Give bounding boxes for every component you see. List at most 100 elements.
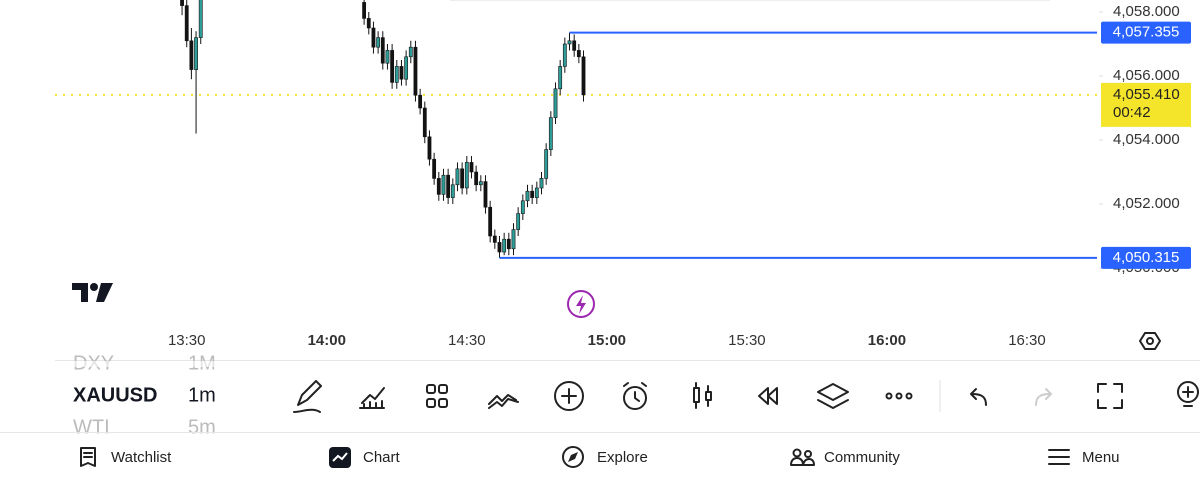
candle-body xyxy=(488,206,493,237)
candle-body xyxy=(380,37,385,64)
candle-body xyxy=(567,40,572,45)
alerts[interactable] xyxy=(623,382,647,410)
interval: 1m xyxy=(188,384,216,406)
chart-icon-line xyxy=(332,452,348,462)
candle-body xyxy=(506,238,511,250)
candle-body xyxy=(198,0,203,38)
candle-body xyxy=(194,37,198,70)
candle-body xyxy=(478,181,483,186)
nav-item[interactable]: Watchlist xyxy=(111,449,172,466)
x-tick-label: 15:30 xyxy=(728,332,766,349)
candle-body xyxy=(450,184,455,198)
candle-body xyxy=(422,107,427,138)
candle-body xyxy=(558,66,563,90)
nav-icons xyxy=(80,446,1070,468)
candle-body xyxy=(502,238,507,253)
candle-body xyxy=(511,229,516,250)
nav-item[interactable]: Menu xyxy=(1082,449,1120,466)
y-tick-label: 4,056.000 xyxy=(1113,67,1180,84)
replay[interactable] xyxy=(758,387,778,405)
level-label: 4,057.355 xyxy=(1113,24,1180,41)
add[interactable] xyxy=(554,381,584,411)
candle-body xyxy=(418,94,423,109)
replay-bolt[interactable] xyxy=(567,290,595,318)
candle-body xyxy=(534,187,539,198)
toolbar xyxy=(293,380,1199,413)
symbol-list[interactable]: DXY1MXAUUSD1mWTI5m xyxy=(55,352,235,438)
level-label-bg xyxy=(1101,21,1191,44)
settings-button[interactable] xyxy=(1139,332,1161,350)
logo xyxy=(72,283,113,302)
candle-body xyxy=(516,213,521,230)
symbol: XAUUSD xyxy=(73,384,157,406)
menu-icon xyxy=(1048,449,1070,465)
ideas[interactable] xyxy=(1177,381,1199,407)
symbol: WTI xyxy=(73,416,110,438)
candle-body xyxy=(184,5,189,42)
candle-body xyxy=(404,56,409,80)
chart-type[interactable] xyxy=(693,382,712,409)
candle-body xyxy=(483,181,488,208)
layouts[interactable] xyxy=(426,384,448,408)
candle-body xyxy=(581,56,586,96)
candle-body xyxy=(474,171,479,186)
candle-body xyxy=(399,66,404,80)
fullscreen[interactable] xyxy=(1097,383,1123,409)
y-tick-label: 4,054.000 xyxy=(1113,131,1180,148)
candle-body xyxy=(413,46,418,96)
candle-body xyxy=(362,2,367,19)
layers[interactable] xyxy=(817,383,849,409)
x-tick-label: 13:30 xyxy=(168,332,206,349)
redo[interactable] xyxy=(1035,388,1053,406)
interval: 5m xyxy=(188,416,216,438)
candle-body xyxy=(376,37,381,48)
symbol-row[interactable]: XAUUSD 1m xyxy=(73,384,216,406)
candle-body xyxy=(180,0,184,6)
explore-needle xyxy=(568,452,578,462)
candle-body xyxy=(408,46,413,58)
candle-body xyxy=(525,190,530,202)
plot-area xyxy=(55,0,1097,259)
candle-body xyxy=(441,174,446,195)
candle-body xyxy=(576,50,581,58)
compare[interactable] xyxy=(488,394,519,409)
nav-item[interactable]: Chart xyxy=(363,449,401,466)
candle-body xyxy=(366,18,371,29)
y-tick-label: 4,058.000 xyxy=(1113,3,1180,20)
candle-body xyxy=(497,242,502,253)
candle-body xyxy=(520,200,525,214)
x-tick-label: 14:00 xyxy=(308,332,346,349)
undo[interactable] xyxy=(970,388,987,406)
community-icon xyxy=(790,457,815,466)
candle-body xyxy=(548,117,553,150)
x-tick-label: 14:30 xyxy=(448,332,486,349)
draw-tool[interactable] xyxy=(293,380,322,413)
countdown: 00:42 xyxy=(1113,104,1151,121)
candle-body xyxy=(436,178,441,195)
candle-body xyxy=(189,40,194,70)
candle-body xyxy=(562,43,567,67)
candle-body xyxy=(464,162,469,189)
candle-body xyxy=(553,88,558,118)
candle-body xyxy=(455,168,460,186)
candle-body xyxy=(469,162,474,173)
last-price-label-bg xyxy=(1101,82,1191,127)
candle-body xyxy=(385,50,390,64)
price-axis: 4,058.000 4,056.000 4,054.000 4,052.000 4,05… xyxy=(1099,3,1191,276)
candle-body xyxy=(492,235,497,243)
x-tick-label: 16:00 xyxy=(868,332,906,349)
candle-body xyxy=(371,27,376,48)
more[interactable] xyxy=(885,392,913,400)
nav-item[interactable]: Explore xyxy=(597,449,648,466)
candle-body xyxy=(539,178,544,189)
candle-body xyxy=(572,40,577,51)
candle-body xyxy=(432,158,437,179)
community-head xyxy=(792,448,802,458)
level-label-bg xyxy=(1101,246,1191,269)
candle-body xyxy=(390,50,395,83)
indicators[interactable] xyxy=(359,387,385,409)
symbol-row[interactable]: WTI 5m xyxy=(73,416,216,438)
watchlist-icon xyxy=(80,447,96,467)
nav-item[interactable]: Community xyxy=(824,449,900,466)
